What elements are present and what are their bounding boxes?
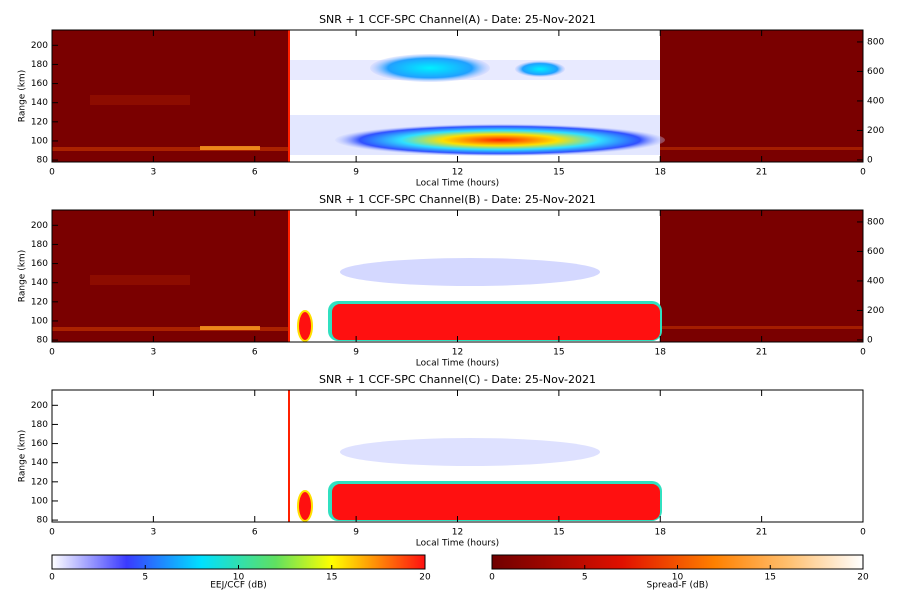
y-axis-label: Range (km) bbox=[18, 70, 28, 122]
y-tick-label: 160 bbox=[31, 439, 48, 449]
y2-tick-label: 200 bbox=[867, 126, 884, 136]
chart-title: SNR + 1 CCF-SPC Channel(B) - Date: 25-No… bbox=[319, 193, 596, 206]
x-axis-label: Local Time (hours) bbox=[416, 359, 499, 369]
colorbar-label: EEJ/CCF (dB) bbox=[210, 581, 267, 591]
colorbar-label: Spread-F (dB) bbox=[647, 581, 709, 591]
y-axis-label: Range (km) bbox=[18, 250, 28, 302]
y-tick-label: 180 bbox=[31, 240, 48, 250]
y-tick-label: 180 bbox=[31, 60, 48, 70]
y-tick-label: 160 bbox=[31, 79, 48, 89]
x-tick-label: 12 bbox=[452, 528, 463, 538]
colorbar-tick-label: 10 bbox=[672, 573, 684, 583]
y2-tick-label: 200 bbox=[867, 306, 884, 316]
y2-tick-label: 400 bbox=[867, 276, 884, 286]
x-tick-label: 0 bbox=[860, 168, 866, 178]
y2-tick-label: 0 bbox=[867, 155, 873, 165]
y2-tick-label: 0 bbox=[867, 335, 873, 345]
x-tick-label: 3 bbox=[151, 528, 157, 538]
x-tick-label: 18 bbox=[655, 528, 667, 538]
colorbar-tick-label: 0 bbox=[489, 573, 495, 583]
heatmap-c bbox=[288, 390, 662, 522]
x-tick-label: 0 bbox=[49, 348, 55, 358]
chart-title: SNR + 1 CCF-SPC Channel(A) - Date: 25-No… bbox=[319, 13, 596, 26]
x-tick-label: 21 bbox=[756, 168, 767, 178]
y-tick-label: 100 bbox=[31, 136, 48, 146]
x-tick-label: 15 bbox=[553, 168, 564, 178]
x-tick-label: 0 bbox=[49, 168, 55, 178]
x-tick-label: 18 bbox=[655, 168, 667, 178]
x-tick-label: 12 bbox=[452, 168, 463, 178]
x-tick-label: 15 bbox=[553, 528, 564, 538]
x-tick-label: 3 bbox=[151, 348, 157, 358]
colorbar-tick-label: 0 bbox=[49, 573, 55, 583]
y-tick-label: 200 bbox=[31, 221, 48, 231]
y2-tick-label: 600 bbox=[867, 67, 884, 77]
x-tick-label: 18 bbox=[655, 348, 667, 358]
y-tick-label: 140 bbox=[31, 98, 48, 108]
x-tick-label: 15 bbox=[553, 348, 564, 358]
x-tick-label: 21 bbox=[756, 348, 767, 358]
x-axis-label: Local Time (hours) bbox=[416, 539, 499, 549]
x-tick-label: 6 bbox=[252, 528, 258, 538]
y-tick-label: 100 bbox=[31, 316, 48, 326]
x-tick-label: 0 bbox=[860, 348, 866, 358]
y-tick-label: 140 bbox=[31, 458, 48, 468]
colorbar-tick-label: 10 bbox=[233, 573, 245, 583]
y-tick-label: 200 bbox=[31, 41, 48, 51]
x-tick-label: 12 bbox=[452, 348, 463, 358]
chart-title: SNR + 1 CCF-SPC Channel(C) - Date: 25-No… bbox=[319, 373, 596, 386]
y-tick-label: 80 bbox=[37, 516, 49, 526]
y-tick-label: 160 bbox=[31, 259, 48, 269]
x-tick-label: 9 bbox=[353, 168, 359, 178]
x-tick-label: 3 bbox=[151, 168, 157, 178]
colorbar-tick-label: 5 bbox=[582, 573, 588, 583]
x-tick-label: 0 bbox=[49, 528, 55, 538]
colorbar-tick-label: 15 bbox=[326, 573, 337, 583]
colorbar-tick-label: 15 bbox=[765, 573, 776, 583]
y-tick-label: 100 bbox=[31, 496, 48, 506]
y-tick-label: 80 bbox=[37, 156, 49, 166]
colorbar-tick-label: 20 bbox=[419, 573, 431, 583]
x-tick-label: 9 bbox=[353, 348, 359, 358]
y2-tick-label: 400 bbox=[867, 96, 884, 106]
x-axis-label: Local Time (hours) bbox=[416, 179, 499, 189]
y-tick-label: 80 bbox=[37, 336, 49, 346]
y-tick-label: 120 bbox=[31, 297, 48, 307]
y-axis-label: Range (km) bbox=[18, 430, 28, 482]
colorbar-tick-label: 5 bbox=[142, 573, 148, 583]
colorbar-tick-label: 20 bbox=[857, 573, 869, 583]
y-tick-label: 180 bbox=[31, 420, 48, 430]
y2-tick-label: 800 bbox=[867, 217, 884, 227]
x-tick-label: 9 bbox=[353, 528, 359, 538]
axes: SNR + 1 CCF-SPC Channel(A) - Date: 25-No… bbox=[18, 13, 885, 591]
y-tick-label: 120 bbox=[31, 477, 48, 487]
y-tick-label: 200 bbox=[31, 401, 48, 411]
y-tick-label: 140 bbox=[31, 278, 48, 288]
y2-tick-label: 600 bbox=[867, 247, 884, 257]
heatmap-a bbox=[52, 30, 863, 162]
x-tick-label: 6 bbox=[252, 348, 258, 358]
x-tick-label: 21 bbox=[756, 528, 767, 538]
heatmap-b bbox=[52, 210, 863, 342]
y2-tick-label: 800 bbox=[867, 37, 884, 47]
x-tick-label: 6 bbox=[252, 168, 258, 178]
y-tick-label: 120 bbox=[31, 117, 48, 127]
x-tick-label: 0 bbox=[860, 528, 866, 538]
